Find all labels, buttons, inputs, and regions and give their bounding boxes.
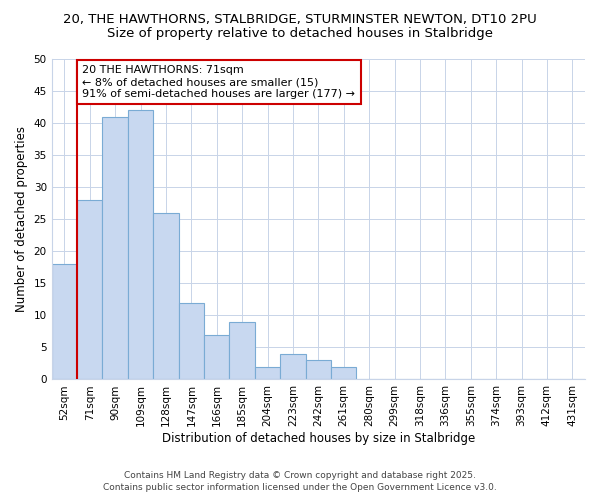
Bar (305, 360, 331, 380)
Bar (331, 366, 356, 380)
Text: 20 THE HAWTHORNS: 71sqm
← 8% of detached houses are smaller (15)
91% of semi-det: 20 THE HAWTHORNS: 71sqm ← 8% of detached… (82, 66, 355, 98)
X-axis label: Distribution of detached houses by size in Stalbridge: Distribution of detached houses by size … (162, 432, 475, 445)
Bar (179, 302, 204, 380)
Bar (229, 322, 255, 380)
Bar (204, 334, 229, 380)
Text: 20, THE HAWTHORNS, STALBRIDGE, STURMINSTER NEWTON, DT10 2PU: 20, THE HAWTHORNS, STALBRIDGE, STURMINST… (63, 12, 537, 26)
Bar (153, 213, 179, 380)
Bar (255, 366, 280, 380)
Bar (103, 116, 128, 380)
Bar (77, 200, 103, 380)
Bar (280, 354, 305, 380)
Bar (128, 110, 153, 380)
Bar (52, 264, 77, 380)
Y-axis label: Number of detached properties: Number of detached properties (15, 126, 28, 312)
Text: Size of property relative to detached houses in Stalbridge: Size of property relative to detached ho… (107, 28, 493, 40)
Text: Contains HM Land Registry data © Crown copyright and database right 2025.
Contai: Contains HM Land Registry data © Crown c… (103, 471, 497, 492)
